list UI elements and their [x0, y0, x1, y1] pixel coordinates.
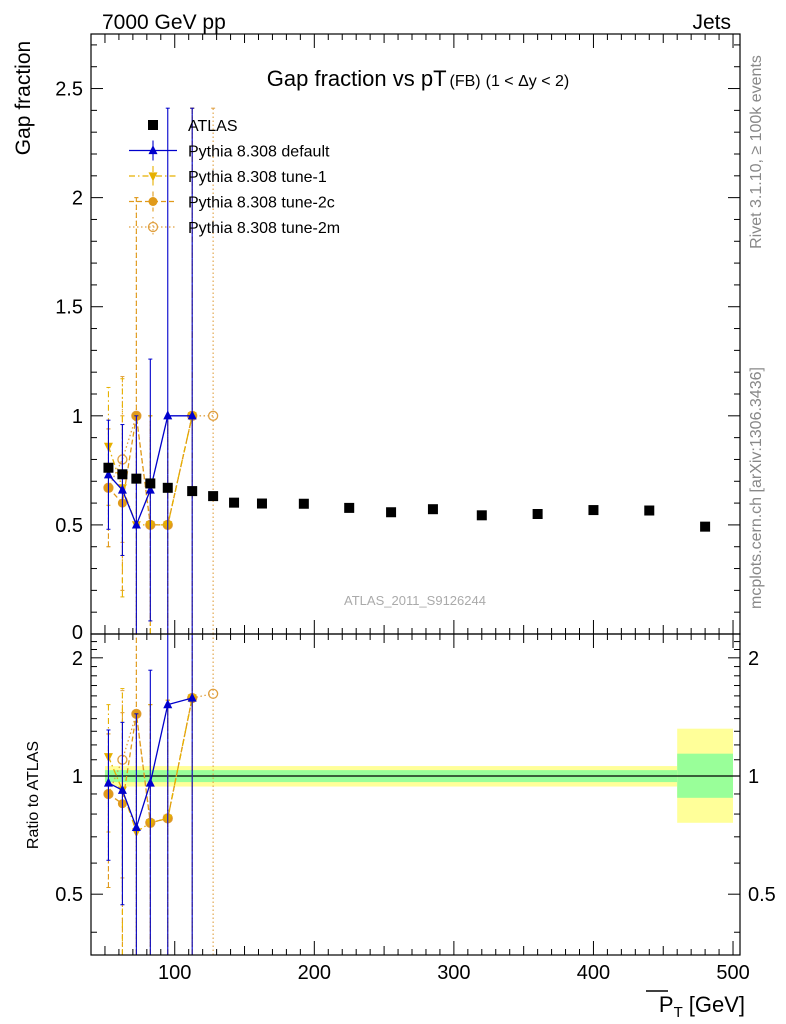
top-series-1-point-1 [117, 484, 127, 494]
top-series-1 [103, 107, 197, 634]
ratio-series-0-point-1 [117, 784, 127, 794]
top-series-0-point-7 [229, 497, 240, 508]
legend-label-1: Pythia 8.308 default [188, 144, 330, 161]
top-series-0-point-4 [162, 482, 173, 493]
top-series-0-point-3 [145, 478, 156, 489]
legend-entry-0: ATLAS [148, 118, 238, 135]
legend-entry-1: Pythia 8.308 default [129, 140, 330, 161]
ratio-y-axis-label: Ratio to ATLAS [25, 741, 42, 849]
header-left: 7000 GeV pp [102, 11, 226, 34]
ratio-series-0-point-2 [131, 821, 141, 831]
top-series-0-point-0 [103, 462, 114, 473]
ratio-y-tick-label-left-1: 1 [72, 766, 83, 788]
legend-marker-2 [148, 172, 158, 182]
x-axis-label: PT [GeV] [659, 992, 745, 1021]
legend-entry-2: Pythia 8.308 tune-1 [129, 166, 327, 186]
x-axis: 100 200 300 400 500 [104, 34, 750, 984]
top-series-1-line [107, 415, 193, 527]
x-axis-label-subscript: T [674, 1004, 683, 1021]
top-y-tick-label-0: 0.5 [55, 515, 83, 537]
ratio-series-0-point-3 [145, 777, 155, 787]
ratio-series-3-point-6 [207, 688, 219, 699]
mcplots-source-label: mcplots.cern.ch [arXiv:1306.3436] [748, 367, 765, 609]
top-series-1-point-2 [131, 519, 141, 529]
ratio-series-0 [103, 634, 197, 955]
chart-title: Gap fraction vs pT (FB) (1 < Δy < 2) [267, 66, 569, 91]
top-series-1-point-4 [163, 410, 173, 420]
ratio-y-axis: 0.5 0.5 1 1 2 2 [55, 641, 776, 933]
ratio-panel-frame [90, 633, 741, 956]
ratio-y-tick-label-right-2: 2 [748, 648, 759, 670]
chart-title-subscript: (FB) [450, 73, 481, 90]
rivet-version-label: Rivet 3.1.10, ≥ 100k events [748, 55, 765, 249]
top-series-0-point-9 [298, 498, 309, 509]
top-series-0-point-16 [644, 505, 655, 516]
legend: ATLAS Pythia 8.308 default Pythia 8.308 tu… [129, 118, 340, 237]
legend-entry-4: Pythia 8.308 tune-2m [129, 217, 340, 237]
top-y-tick-label-2: 1.5 [55, 297, 83, 319]
top-series-0-point-6 [208, 491, 219, 502]
legend-entry-3: Pythia 8.308 tune-2c [129, 191, 335, 212]
legend-label-3: Pythia 8.308 tune-2c [188, 195, 335, 212]
ratio-y-tick-label-left-2: 2 [72, 648, 83, 670]
chart-title-main: Gap fraction vs pT [267, 66, 447, 91]
x-tick-label-2: 300 [437, 962, 470, 984]
top-y-tick-label-3: 2 [72, 188, 83, 210]
top-y-tick-label-1: 1 [72, 406, 83, 428]
top-y-tick-label-4: 2.5 [55, 79, 83, 101]
legend-label-2: Pythia 8.308 tune-1 [188, 169, 327, 186]
ratio-series-0-point-0 [103, 777, 113, 787]
legend-label-0: ATLAS [188, 118, 238, 135]
ratio-y-tick-label-right-0: 0.5 [748, 884, 776, 906]
ratio-panel-series [103, 634, 219, 955]
top-series-0-point-5 [187, 486, 198, 497]
x-tick-label-4: 500 [716, 962, 749, 984]
top-panel-series [103, 107, 711, 634]
top-series-0 [103, 462, 711, 532]
ratio-series-0-line [108, 697, 193, 830]
ratio-series-3 [103, 634, 219, 955]
top-y-axis-label: Gap fraction [12, 41, 35, 155]
ratio-y-tick-label-right-1: 1 [748, 766, 759, 788]
top-series-0-point-14 [532, 509, 543, 519]
ratio-series-1-line [107, 697, 193, 834]
top-series-0-point-17 [700, 521, 711, 532]
ratio-series-0-point-4 [163, 699, 173, 709]
legend-marker-1 [148, 145, 158, 155]
top-y-tick-label-min: 0 [72, 622, 83, 644]
legend-marker-3 [148, 197, 158, 206]
top-series-1-point-3 [145, 484, 155, 494]
top-series-4-point-6 [207, 410, 219, 421]
x-tick-label-0: 100 [158, 962, 191, 984]
top-series-0-point-10 [344, 502, 355, 513]
top-series-0-point-12 [427, 504, 438, 515]
top-series-0-point-2 [131, 473, 142, 484]
top-y-axis: 0.5 1 1.5 2 2.5 0 [55, 44, 740, 644]
x-axis-label-unit: [GeV] [689, 992, 745, 1017]
header-right: Jets [692, 11, 731, 34]
x-tick-label-3: 400 [577, 962, 610, 984]
legend-marker-0 [148, 120, 158, 130]
top-series-2-line [107, 415, 193, 526]
top-series-0-point-15 [588, 505, 599, 516]
chart-title-range: (1 < Δy < 2) [486, 73, 570, 90]
top-series-1-point-5 [187, 410, 197, 420]
top-series-0-point-11 [386, 507, 397, 518]
ratio-series-0-point-5 [187, 692, 197, 702]
x-axis-label-main: P [659, 992, 674, 1017]
x-tick-label-1: 200 [298, 962, 331, 984]
top-series-0-point-8 [256, 498, 267, 509]
top-series-0-point-13 [476, 510, 487, 521]
legend-label-4: Pythia 8.308 tune-2m [188, 220, 340, 237]
top-series-0-point-1 [117, 469, 128, 480]
top-series-1-point-0 [103, 469, 113, 479]
analysis-id-watermark: ATLAS_2011_S9126244 [344, 593, 486, 608]
legend-marker-4 [147, 221, 159, 233]
ratio-y-tick-label-left-0: 0.5 [55, 884, 83, 906]
